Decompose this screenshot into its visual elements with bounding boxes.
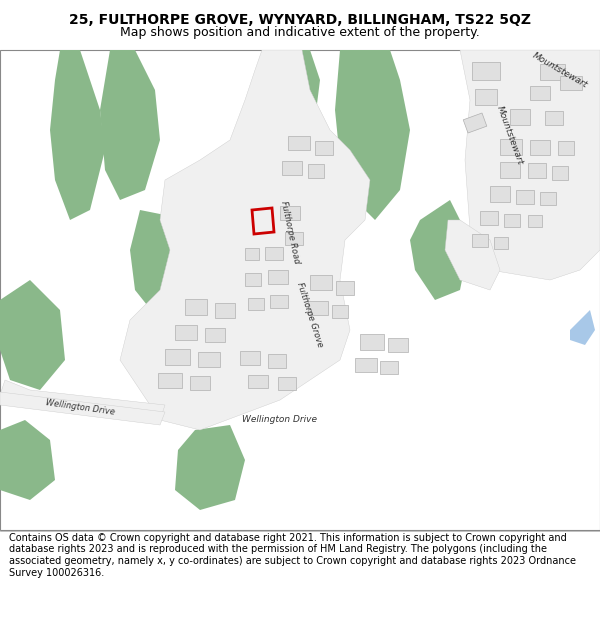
Bar xyxy=(494,237,508,249)
Bar xyxy=(198,352,220,367)
Bar xyxy=(360,334,384,350)
Bar xyxy=(310,275,332,290)
Polygon shape xyxy=(130,210,180,315)
Polygon shape xyxy=(445,220,500,290)
Polygon shape xyxy=(460,50,600,280)
Bar xyxy=(530,86,550,100)
Bar xyxy=(355,358,377,372)
Bar xyxy=(528,215,542,227)
Bar xyxy=(540,64,565,80)
Bar xyxy=(540,192,556,205)
Bar xyxy=(530,140,550,155)
Polygon shape xyxy=(120,50,370,430)
Bar xyxy=(268,270,288,284)
Bar xyxy=(490,186,510,202)
Bar xyxy=(248,298,264,310)
Bar xyxy=(265,247,283,260)
Text: Wellington Drive: Wellington Drive xyxy=(45,398,115,416)
Bar xyxy=(500,139,522,155)
Polygon shape xyxy=(50,50,105,220)
Bar xyxy=(516,190,534,204)
Bar xyxy=(504,214,520,227)
Bar xyxy=(282,161,302,175)
Text: Fulthorpe Grove: Fulthorpe Grove xyxy=(295,281,325,349)
Bar xyxy=(510,109,530,125)
Polygon shape xyxy=(0,280,65,390)
Bar xyxy=(380,361,398,374)
Bar xyxy=(288,136,310,150)
Bar xyxy=(308,164,324,178)
Text: Mountstewart: Mountstewart xyxy=(495,104,525,166)
Bar xyxy=(315,141,333,155)
Bar xyxy=(463,113,487,133)
Bar xyxy=(158,373,182,388)
Bar xyxy=(285,232,303,245)
Bar xyxy=(332,305,348,318)
Bar xyxy=(388,338,408,352)
Polygon shape xyxy=(175,425,245,510)
Bar xyxy=(528,163,546,178)
Bar xyxy=(558,141,574,155)
Bar xyxy=(175,325,197,340)
Bar xyxy=(245,248,259,260)
Polygon shape xyxy=(335,50,410,220)
Bar xyxy=(215,303,235,318)
Text: Contains OS data © Crown copyright and database right 2021. This information is : Contains OS data © Crown copyright and d… xyxy=(9,533,576,578)
Bar xyxy=(278,377,296,390)
Bar xyxy=(245,273,261,286)
Bar xyxy=(472,62,500,80)
Bar xyxy=(475,89,497,105)
Bar xyxy=(165,349,190,365)
Bar xyxy=(552,166,568,180)
Bar xyxy=(560,76,582,90)
Polygon shape xyxy=(0,392,165,425)
Bar xyxy=(545,111,563,125)
Bar xyxy=(205,328,225,342)
Polygon shape xyxy=(260,50,320,140)
Polygon shape xyxy=(0,380,165,420)
Polygon shape xyxy=(0,420,55,500)
Bar xyxy=(308,301,328,315)
Bar xyxy=(270,295,288,308)
Bar xyxy=(336,281,354,295)
Text: 25, FULTHORPE GROVE, WYNYARD, BILLINGHAM, TS22 5QZ: 25, FULTHORPE GROVE, WYNYARD, BILLINGHAM… xyxy=(69,12,531,26)
Polygon shape xyxy=(100,50,160,200)
Bar xyxy=(472,234,488,247)
Text: Fulthorpe Road: Fulthorpe Road xyxy=(279,200,301,264)
Bar xyxy=(280,206,300,220)
Bar xyxy=(0,50,600,530)
Bar xyxy=(500,162,520,178)
Polygon shape xyxy=(410,200,470,300)
Bar xyxy=(268,354,286,368)
Bar xyxy=(248,375,268,388)
Text: Wellington Drive: Wellington Drive xyxy=(242,416,317,424)
Bar xyxy=(480,211,498,225)
Bar xyxy=(240,351,260,365)
Text: Map shows position and indicative extent of the property.: Map shows position and indicative extent… xyxy=(120,26,480,39)
Bar xyxy=(185,299,207,315)
Polygon shape xyxy=(570,310,595,345)
Text: Mountstewart: Mountstewart xyxy=(531,51,589,89)
Bar xyxy=(190,376,210,390)
